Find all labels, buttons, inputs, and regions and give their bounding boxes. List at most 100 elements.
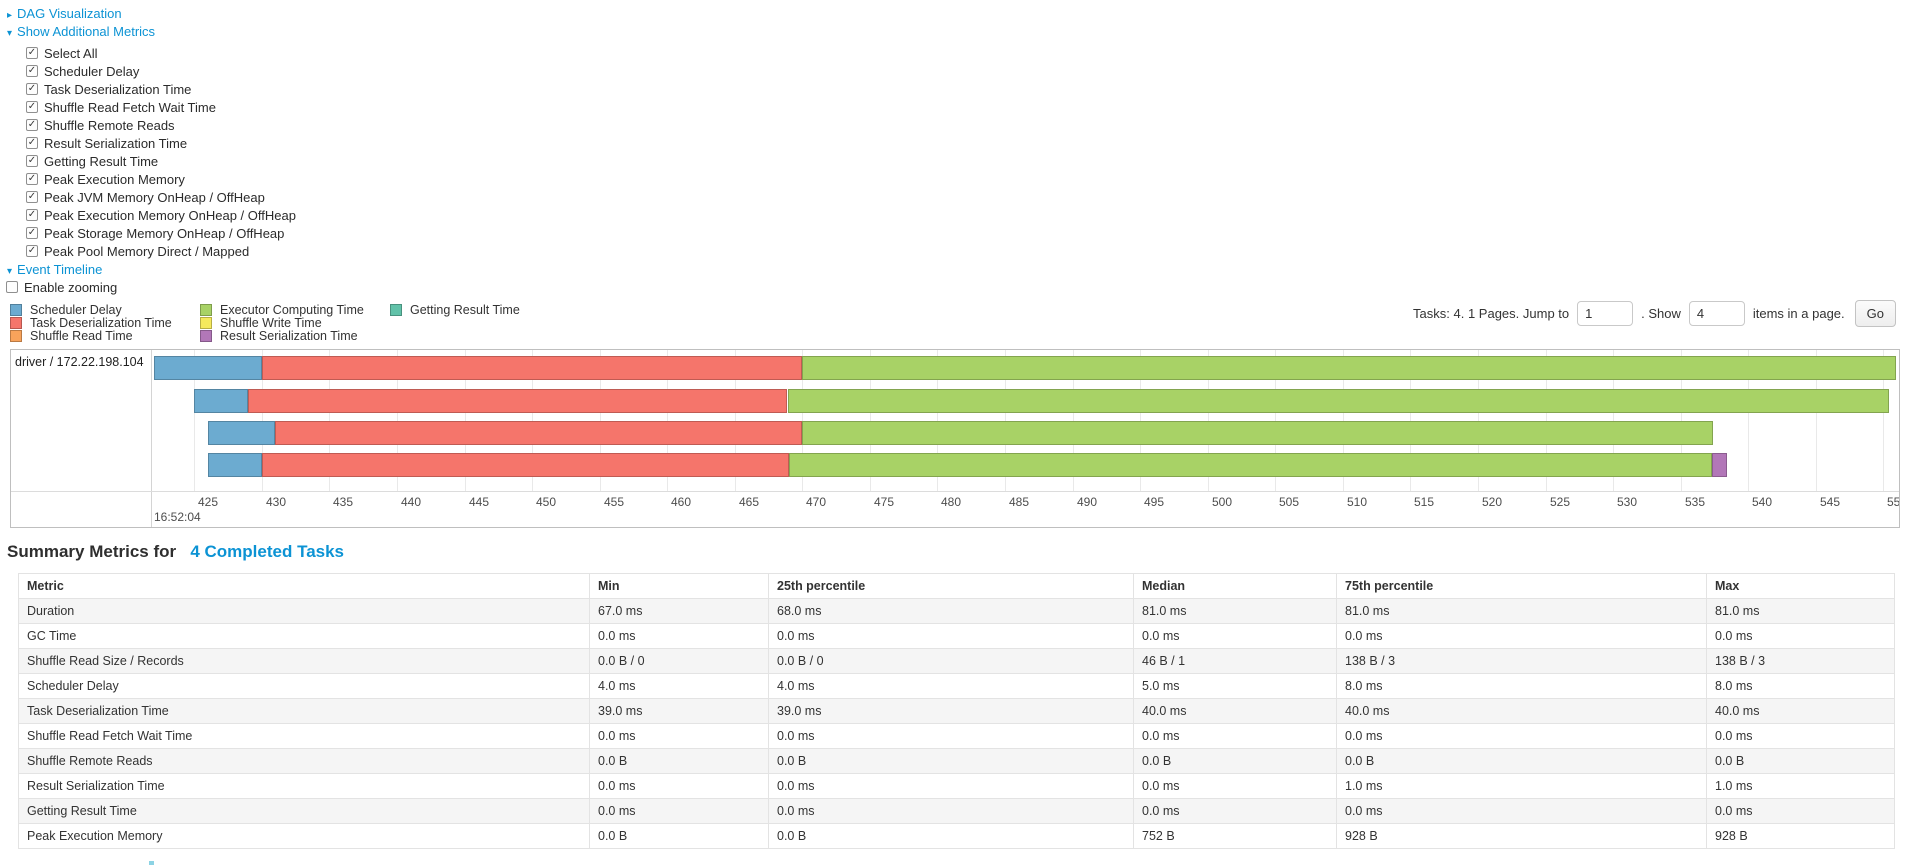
task-bar-segment[interactable] bbox=[261, 356, 803, 380]
metric-checkbox-row: Getting Result Time bbox=[26, 153, 158, 169]
summary-table-row: Getting Result Time 0.0 ms 0.0 ms 0.0 ms 0.0… bbox=[18, 798, 1895, 824]
legend-label: Getting Result Time bbox=[410, 303, 520, 317]
task-bar-segment[interactable] bbox=[194, 389, 249, 413]
metric-checkbox[interactable] bbox=[26, 155, 38, 167]
metric-checkbox[interactable] bbox=[26, 119, 38, 131]
summary-metric-name-cell: Shuffle Read Size / Records bbox=[18, 648, 590, 674]
summary-metric-value-cell: 81.0 ms bbox=[1336, 598, 1707, 624]
legend-swatch-icon bbox=[200, 304, 212, 316]
axis-tick-label: 470 bbox=[806, 495, 827, 509]
show-additional-metrics-toggle[interactable]: ▾ Show Additional Metrics bbox=[7, 24, 155, 41]
summary-metric-value-cell: 0.0 B bbox=[589, 823, 769, 849]
summary-metric-name-cell: Shuffle Remote Reads bbox=[18, 748, 590, 774]
axis-tick-label: 450 bbox=[536, 495, 557, 509]
timeline-grid-line bbox=[667, 350, 668, 491]
summary-metric-value-cell: 0.0 B / 0 bbox=[589, 648, 769, 674]
summary-metric-value-cell: 752 B bbox=[1133, 823, 1337, 849]
task-bar-segment[interactable] bbox=[248, 389, 788, 413]
enable-zooming-checkbox[interactable] bbox=[6, 281, 18, 293]
metric-checkbox-label: Peak JVM Memory OnHeap / OffHeap bbox=[44, 189, 265, 205]
timeline-grid-line bbox=[1883, 350, 1884, 491]
dag-visualization-label: DAG Visualization bbox=[17, 6, 122, 21]
task-bar-segment[interactable] bbox=[802, 356, 1896, 380]
task-bar-segment[interactable] bbox=[207, 421, 276, 445]
summary-table-row: Shuffle Remote Reads 0.0 B 0.0 B 0.0 B 0.0 B… bbox=[18, 748, 1895, 774]
summary-metrics-heading: Summary Metrics for 4 Completed Tasks bbox=[7, 542, 344, 562]
timeline-grid-line bbox=[397, 350, 398, 491]
task-bar-segment[interactable] bbox=[153, 356, 262, 380]
summary-metric-value-cell: 40.0 ms bbox=[1336, 698, 1707, 724]
axis-tick-label: 520 bbox=[1482, 495, 1503, 509]
legend-swatch-icon bbox=[10, 304, 22, 316]
metric-checkbox[interactable] bbox=[26, 173, 38, 185]
summary-table-row: Peak Execution Memory 0.0 B 0.0 B 752 B 928 … bbox=[18, 823, 1895, 849]
timeline-grid-line bbox=[1343, 350, 1344, 491]
completed-tasks-link[interactable]: 4 Completed Tasks bbox=[190, 542, 345, 561]
legend-label: Scheduler Delay bbox=[30, 303, 122, 317]
metric-checkbox-row: Peak Execution Memory bbox=[26, 171, 185, 187]
jump-to-page-input[interactable] bbox=[1577, 300, 1634, 326]
items-per-page-input[interactable] bbox=[1688, 300, 1745, 326]
metric-checkbox[interactable] bbox=[26, 83, 38, 95]
summary-table-header-cell: Median bbox=[1133, 573, 1337, 599]
axis-tick-label: 435 bbox=[333, 495, 354, 509]
summary-metric-value-cell: 0.0 ms bbox=[589, 723, 769, 749]
axis-tick-label: 460 bbox=[671, 495, 692, 509]
summary-metric-value-cell: 0.0 B bbox=[1706, 748, 1895, 774]
summary-metric-value-cell: 0.0 ms bbox=[1336, 623, 1707, 649]
task-bar-segment[interactable] bbox=[788, 453, 1712, 477]
metric-checkbox[interactable] bbox=[26, 47, 38, 59]
metric-checkbox[interactable] bbox=[26, 227, 38, 239]
timeline-grid-line bbox=[1073, 350, 1074, 491]
metric-checkbox[interactable] bbox=[26, 209, 38, 221]
task-bar-segment[interactable] bbox=[261, 453, 789, 477]
timeline-grid-line bbox=[1546, 350, 1547, 491]
axis-tick-label: 530 bbox=[1617, 495, 1638, 509]
timeline-grid-line bbox=[329, 350, 330, 491]
task-bar-segment[interactable] bbox=[802, 421, 1714, 445]
metric-checkbox-label: Peak Execution Memory bbox=[44, 171, 185, 187]
summary-metric-value-cell: 40.0 ms bbox=[1133, 698, 1337, 724]
pagination-prefix-text: Tasks: 4. 1 Pages. Jump to bbox=[1413, 305, 1570, 321]
summary-metric-value-cell: 5.0 ms bbox=[1133, 673, 1337, 699]
metric-checkbox[interactable] bbox=[26, 245, 38, 257]
metric-checkbox[interactable] bbox=[26, 137, 38, 149]
metric-checkbox-row: Select All bbox=[26, 45, 97, 61]
dag-visualization-toggle[interactable]: ▸ DAG Visualization bbox=[7, 6, 122, 23]
task-bar-segment[interactable] bbox=[207, 453, 262, 477]
summary-metric-value-cell: 928 B bbox=[1336, 823, 1707, 849]
legend-label: Result Serialization Time bbox=[220, 329, 358, 343]
go-button[interactable]: Go bbox=[1854, 299, 1896, 327]
summary-metric-value-cell: 928 B bbox=[1706, 823, 1895, 849]
summary-metric-value-cell: 0.0 ms bbox=[768, 798, 1134, 824]
task-bar-segment[interactable] bbox=[787, 389, 1889, 413]
axis-tick-label: 540 bbox=[1752, 495, 1773, 509]
summary-metrics-table: Metric Min 25th percentile Median 75th perce… bbox=[18, 573, 1895, 849]
legend-swatch-icon bbox=[200, 317, 212, 329]
event-timeline-chart: driver / 172.22.198.104 425 430 435 440 445 4… bbox=[10, 349, 1900, 528]
summary-table-row: Shuffle Read Size / Records 0.0 B / 0 0.0 … bbox=[18, 648, 1895, 674]
timeline-grid-line bbox=[465, 350, 466, 491]
axis-tick-label: 515 bbox=[1414, 495, 1435, 509]
timeline-grid-line bbox=[1816, 350, 1817, 491]
summary-metric-name-cell: Result Serialization Time bbox=[18, 773, 590, 799]
metric-checkbox-label: Select All bbox=[44, 45, 98, 61]
legend-label: Executor Computing Time bbox=[220, 303, 364, 317]
summary-metric-name-cell: Shuffle Read Fetch Wait Time bbox=[18, 723, 590, 749]
chevron-right-icon: ▸ bbox=[7, 10, 13, 21]
task-bar-segment[interactable] bbox=[1711, 453, 1727, 477]
task-bar-segment[interactable] bbox=[275, 421, 803, 445]
summary-metric-value-cell: 0.0 ms bbox=[1336, 798, 1707, 824]
summary-metric-value-cell: 68.0 ms bbox=[768, 598, 1134, 624]
timeline-grid-line bbox=[194, 350, 195, 491]
metric-checkbox[interactable] bbox=[26, 101, 38, 113]
metric-checkbox-row: Task Deserialization Time bbox=[26, 81, 191, 97]
metric-checkbox[interactable] bbox=[26, 65, 38, 77]
summary-metric-value-cell: 8.0 ms bbox=[1336, 673, 1707, 699]
metric-checkbox[interactable] bbox=[26, 191, 38, 203]
summary-metric-value-cell: 4.0 ms bbox=[589, 673, 769, 699]
axis-tick-label: 490 bbox=[1077, 495, 1098, 509]
legend-label: Task Deserialization Time bbox=[30, 316, 172, 330]
event-timeline-toggle[interactable]: ▾ Event Timeline bbox=[7, 262, 102, 279]
summary-metric-name-cell: Peak Execution Memory bbox=[18, 823, 590, 849]
